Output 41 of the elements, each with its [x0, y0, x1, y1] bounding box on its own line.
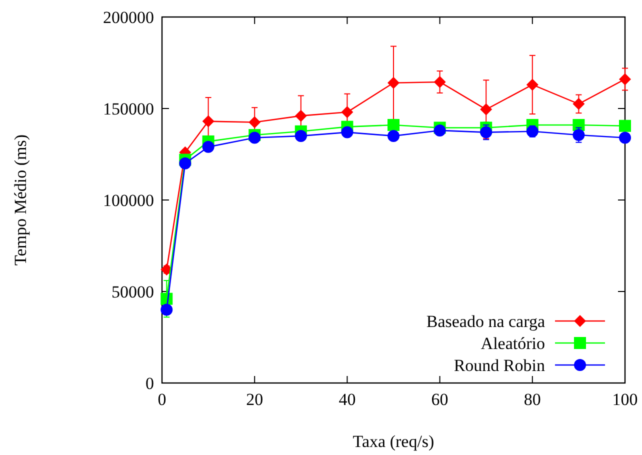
x-tick-label: 0	[158, 390, 166, 409]
point	[179, 157, 192, 170]
y-tick-label: 100000	[103, 191, 154, 210]
point	[572, 98, 585, 110]
point	[388, 118, 400, 131]
x-axis-title: Taxa (req/s)	[352, 432, 434, 451]
point	[202, 115, 214, 128]
legend-label: Baseado na carga	[426, 312, 546, 331]
point	[160, 304, 173, 316]
point	[619, 120, 631, 132]
point	[248, 132, 261, 144]
point	[434, 124, 446, 136]
point	[619, 132, 631, 144]
point	[160, 264, 173, 276]
x-tick-label: 40	[338, 390, 356, 409]
point	[388, 76, 400, 89]
x-tick-label: 60	[431, 390, 448, 409]
y-tick-label: 150000	[103, 100, 154, 118]
y-tick-label: 50000	[112, 282, 154, 302]
x-tick-label: 20	[246, 390, 264, 409]
point	[202, 140, 214, 153]
point	[388, 130, 400, 142]
y-tick-label: 200000	[103, 8, 154, 27]
point	[480, 103, 492, 116]
point	[434, 76, 446, 88]
y-axis-title: Tempo Médio (ms)	[11, 134, 30, 266]
point	[526, 125, 538, 138]
point	[341, 126, 354, 138]
x-tick-label: 80	[524, 390, 541, 409]
point	[294, 130, 307, 142]
point	[248, 116, 261, 128]
legend-label: Round Robin	[454, 356, 546, 375]
point	[619, 73, 631, 86]
y-tick-label: 0	[146, 374, 154, 393]
x-tick-label: 100	[612, 390, 638, 409]
legend-label: Aleatório	[480, 334, 545, 353]
point	[526, 78, 538, 91]
point	[480, 126, 492, 138]
point	[341, 106, 354, 118]
point	[572, 129, 585, 142]
point	[294, 110, 307, 122]
